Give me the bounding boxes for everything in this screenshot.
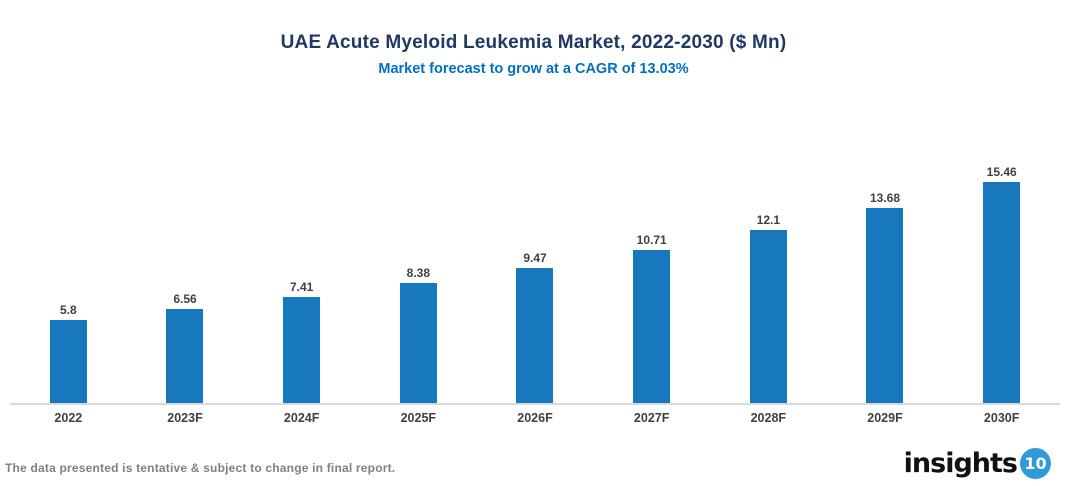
chart-title: UAE Acute Myeloid Leukemia Market, 2022-… [280, 32, 787, 53]
logo-number-badge: 10 [1020, 448, 1051, 479]
x-axis-label: 2028F [750, 411, 787, 425]
bar-value-label: 13.68 [869, 191, 900, 205]
x-axis-label: 2030F [983, 411, 1020, 425]
bars-area: 5.8 6.56 7.41 8.38 9.47 10.71 12.1 13.68 15.46 [10, 165, 1060, 405]
bar-column: 8.38 [360, 266, 477, 403]
bar-column: 12.1 [710, 213, 827, 403]
bar-chart: 5.8 6.56 7.41 8.38 9.47 10.71 12.1 13.68 15.46 2… [10, 165, 1060, 425]
x-axis-label: 2025F [400, 411, 437, 425]
bar [633, 250, 671, 403]
bar [49, 320, 87, 403]
bar-column: 9.47 [477, 251, 594, 403]
x-axis-label: 2024F [283, 411, 320, 425]
bar-value-label: 10.71 [636, 233, 667, 247]
bar [399, 283, 437, 403]
bar-column: 13.68 [827, 191, 944, 403]
bar-value-label: 12.1 [756, 213, 780, 227]
bar [749, 230, 787, 403]
bar-column: 15.46 [943, 165, 1060, 403]
bar-value-label: 9.47 [523, 251, 547, 265]
bar [516, 268, 554, 403]
bar [983, 182, 1021, 403]
bar-value-label: 6.56 [173, 292, 197, 306]
bar-column: 10.71 [593, 233, 710, 403]
bar-column: 6.56 [127, 292, 244, 403]
chart-subtitle: Market forecast to grow at a CAGR of 13.… [378, 61, 689, 77]
bar-column: 5.8 [10, 303, 127, 403]
bar-column: 7.41 [243, 280, 360, 403]
x-axis-label: 2026F [517, 411, 553, 425]
bar [166, 309, 204, 403]
x-axis-label: 2029F [867, 411, 903, 425]
bar-value-label: 7.41 [289, 280, 314, 294]
bar [283, 297, 321, 403]
bar-value-label: 8.38 [406, 266, 430, 280]
bar-value-label: 15.46 [986, 165, 1017, 179]
bar-value-label: 5.8 [59, 303, 77, 317]
x-axis-label: 2022 [54, 411, 83, 425]
logo-text: insights [903, 448, 1018, 479]
x-axis-labels: 2022 2023F 2024F 2025F 2026F 2027F 2028F 2029F 2… [10, 405, 1060, 425]
disclaimer-text: The data presented is tentative & subjec… [5, 461, 396, 475]
x-axis-label: 2027F [633, 411, 670, 425]
x-axis-label: 2023F [167, 411, 203, 425]
insights10-logo: insights 10 [904, 448, 1051, 479]
bar [866, 208, 904, 403]
